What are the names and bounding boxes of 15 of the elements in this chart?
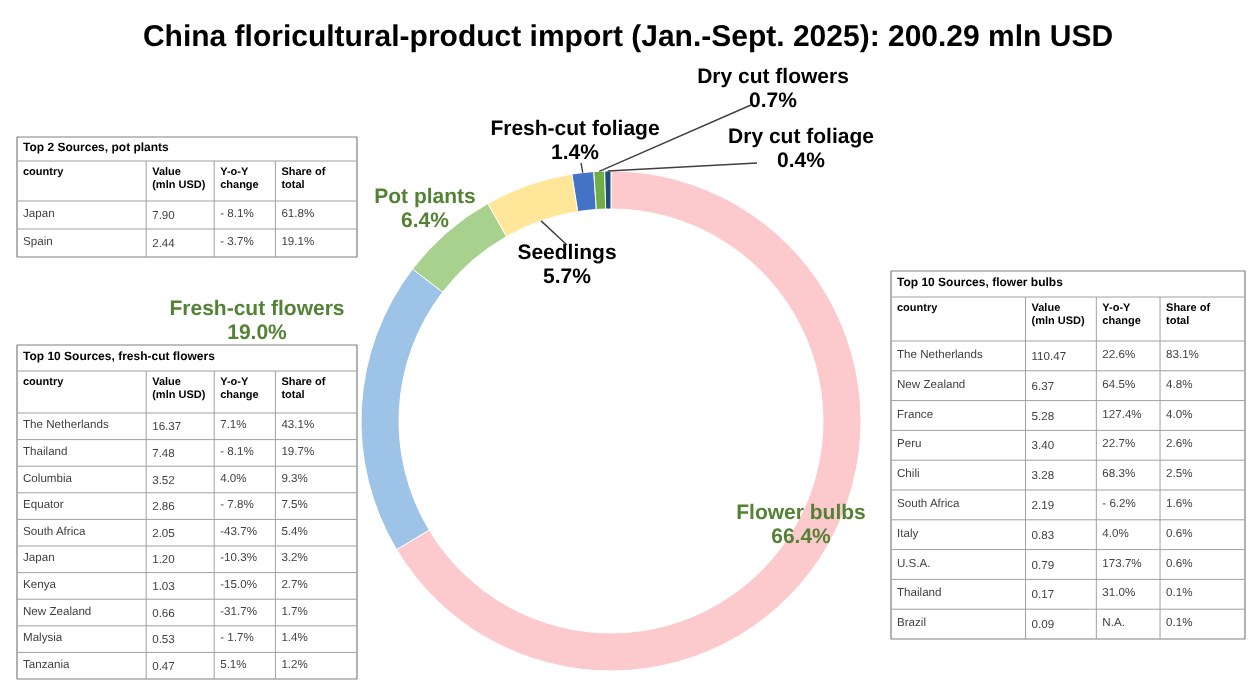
data-label: 0.4% [777, 149, 827, 173]
data-label: 66.4% [771, 525, 833, 549]
slice-label: Pot plants [374, 185, 477, 209]
data-label: 19.0% [227, 321, 289, 345]
slice-label: Dry cut flowers [697, 65, 850, 89]
slice-label: Fresh-cut flowers [169, 297, 345, 321]
slice-label: Seedlings [517, 241, 617, 265]
slice-label: Flower bulbs [736, 501, 867, 525]
data-label: 0.7% [749, 89, 799, 113]
chart-title: China floricultural-product import (Jan.-Sept. 2025): 200.29 mln USD [142, 20, 1114, 54]
slice-label: Dry cut foliage [728, 125, 875, 149]
data-label: 6.4% [401, 209, 451, 233]
slice-label: Fresh-cut foliage [490, 117, 660, 141]
data-label: 5.7% [543, 265, 593, 289]
data-label: 1.4% [551, 141, 601, 165]
